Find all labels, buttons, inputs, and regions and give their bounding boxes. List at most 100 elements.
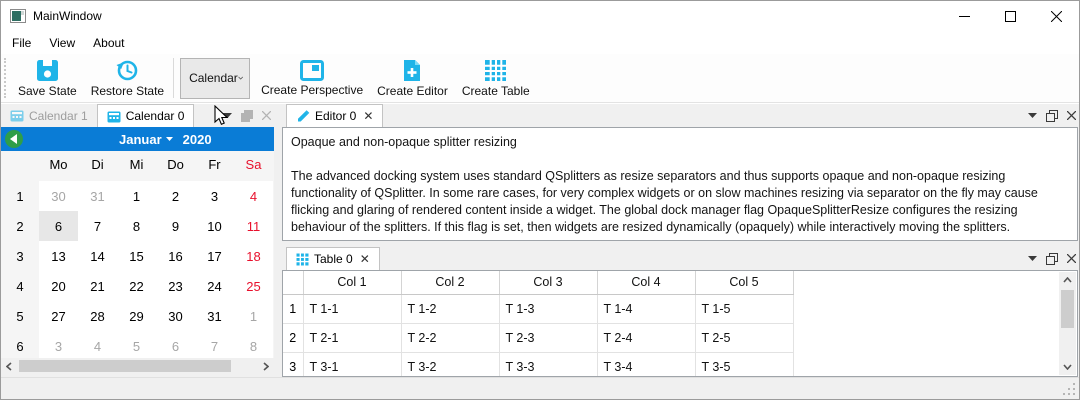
- calendar-day[interactable]: 13: [39, 241, 78, 271]
- calendar-day[interactable]: 24: [195, 271, 234, 301]
- vertical-splitter[interactable]: [274, 104, 282, 377]
- calendar-day[interactable]: 31: [195, 301, 234, 331]
- maximize-button[interactable]: [987, 1, 1033, 31]
- scroll-down-arrow[interactable]: [1063, 359, 1072, 375]
- tab-table-0[interactable]: Table 0 ✕: [286, 247, 380, 270]
- calendar-day[interactable]: 22: [117, 271, 156, 301]
- table-cell[interactable]: T 1-4: [597, 294, 696, 324]
- create-table-button[interactable]: Create Table: [455, 57, 537, 100]
- scroll-right-arrow[interactable]: [258, 361, 274, 371]
- table-column-header[interactable]: Col 4: [597, 271, 696, 295]
- dock-menu-button[interactable]: [1028, 256, 1037, 261]
- tab-calendar-1[interactable]: Calendar 1: [1, 104, 97, 127]
- calendar-day[interactable]: 10: [195, 211, 234, 241]
- table-cell[interactable]: T 3-4: [597, 352, 696, 376]
- tab-close-icon[interactable]: ✕: [359, 252, 370, 266]
- table-cell[interactable]: T 2-5: [695, 323, 794, 353]
- scrollbar-thumb[interactable]: [1061, 290, 1074, 328]
- create-editor-button[interactable]: Create Editor: [370, 57, 455, 100]
- calendar-day[interactable]: 1: [117, 181, 156, 211]
- calendar-day[interactable]: 23: [156, 271, 195, 301]
- calendar-day[interactable]: 15: [117, 241, 156, 271]
- table-cell[interactable]: T 2-1: [303, 323, 402, 353]
- calendar-day[interactable]: 9: [156, 211, 195, 241]
- dock-close-button[interactable]: [1067, 254, 1076, 263]
- table-column-header[interactable]: Col 2: [401, 271, 500, 295]
- save-state-button[interactable]: Save State: [11, 57, 84, 100]
- calendar-day[interactable]: 6: [39, 211, 78, 241]
- dock-menu-button[interactable]: [1028, 113, 1037, 118]
- table-cell[interactable]: T 3-5: [695, 352, 794, 376]
- table-column-header[interactable]: Col 3: [499, 271, 598, 295]
- calendar-day[interactable]: 21: [78, 271, 117, 301]
- scroll-left-arrow[interactable]: [1, 361, 17, 371]
- calendar-prev-month-button[interactable]: [5, 130, 23, 148]
- calendar-month-button[interactable]: Januar: [119, 131, 162, 147]
- dock-close-button[interactable]: [262, 111, 271, 120]
- table-vertical-scrollbar[interactable]: [1059, 272, 1076, 375]
- calendar-day[interactable]: 29: [117, 301, 156, 331]
- tab-calendar-0[interactable]: Calendar 0: [96, 104, 195, 127]
- menu-file[interactable]: File: [12, 35, 32, 50]
- calendar-day[interactable]: 3: [39, 331, 78, 361]
- toolbar-drag-handle[interactable]: [4, 58, 9, 98]
- horizontal-splitter[interactable]: [282, 241, 1079, 247]
- table-cell[interactable]: T 1-3: [499, 294, 598, 324]
- create-perspective-button[interactable]: Create Perspective: [254, 58, 370, 99]
- calendar-day[interactable]: 3: [195, 181, 234, 211]
- calendar-day[interactable]: 28: [78, 301, 117, 331]
- calendar-day[interactable]: 16: [156, 241, 195, 271]
- calendar-day[interactable]: 1: [234, 301, 273, 331]
- table-cell[interactable]: T 1-2: [401, 294, 500, 324]
- table-cell[interactable]: T 3-3: [499, 352, 598, 376]
- tab-editor-0[interactable]: Editor 0 ✕: [286, 104, 384, 127]
- table-cell[interactable]: T 3-1: [303, 352, 402, 376]
- dock-float-button[interactable]: [1046, 109, 1058, 122]
- editor-text-area[interactable]: Opaque and non-opaque splitter resizing …: [282, 127, 1078, 241]
- calendar-day[interactable]: 8: [117, 211, 156, 241]
- calendar-horizontal-scrollbar[interactable]: [1, 358, 274, 374]
- calendar-day[interactable]: 2: [156, 181, 195, 211]
- calendar-day[interactable]: 4: [78, 331, 117, 361]
- scrollbar-thumb[interactable]: [19, 360, 231, 372]
- calendar-day[interactable]: 5: [117, 331, 156, 361]
- dock-float-button[interactable]: [1046, 252, 1058, 265]
- calendar-day[interactable]: 27: [39, 301, 78, 331]
- calendar-day[interactable]: 30: [156, 301, 195, 331]
- table-cell[interactable]: T 1-1: [303, 294, 402, 324]
- close-button[interactable]: [1033, 1, 1079, 31]
- scroll-up-arrow[interactable]: [1063, 272, 1072, 288]
- size-grip-icon[interactable]: [1063, 383, 1076, 396]
- table-cell[interactable]: T 1-5: [695, 294, 794, 324]
- table-column-header[interactable]: Col 5: [695, 271, 794, 295]
- calendar-day[interactable]: 18: [234, 241, 273, 271]
- perspective-combobox[interactable]: Calendar: [180, 57, 251, 99]
- menu-view[interactable]: View: [49, 35, 76, 50]
- dock-close-button[interactable]: [1067, 111, 1076, 120]
- calendar-day[interactable]: 7: [78, 211, 117, 241]
- calendar-day[interactable]: 25: [234, 271, 273, 301]
- table-cell[interactable]: T 2-4: [597, 323, 696, 353]
- calendar-day[interactable]: 20: [39, 271, 78, 301]
- calendar-day[interactable]: 6: [156, 331, 195, 361]
- calendar-year-button[interactable]: 2020: [182, 131, 212, 147]
- calendar-day[interactable]: 14: [78, 241, 117, 271]
- calendar-day[interactable]: 4: [234, 181, 273, 211]
- menu-about[interactable]: About: [93, 35, 125, 50]
- table-cell[interactable]: T 3-2: [401, 352, 500, 376]
- calendar-day[interactable]: 8: [234, 331, 273, 361]
- minimize-button[interactable]: [941, 1, 987, 31]
- calendar-day[interactable]: 30: [39, 181, 78, 211]
- dock-menu-button[interactable]: [223, 113, 232, 118]
- table-cell[interactable]: T 2-3: [499, 323, 598, 353]
- calendar-day[interactable]: 17: [195, 241, 234, 271]
- calendar-day[interactable]: 11: [234, 211, 273, 241]
- restore-state-button[interactable]: Restore State: [84, 56, 171, 100]
- dock-float-button[interactable]: [241, 109, 253, 122]
- table-column-header[interactable]: Col 1: [303, 271, 402, 295]
- tab-close-icon[interactable]: ✕: [363, 109, 374, 123]
- calendar-day[interactable]: 7: [195, 331, 234, 361]
